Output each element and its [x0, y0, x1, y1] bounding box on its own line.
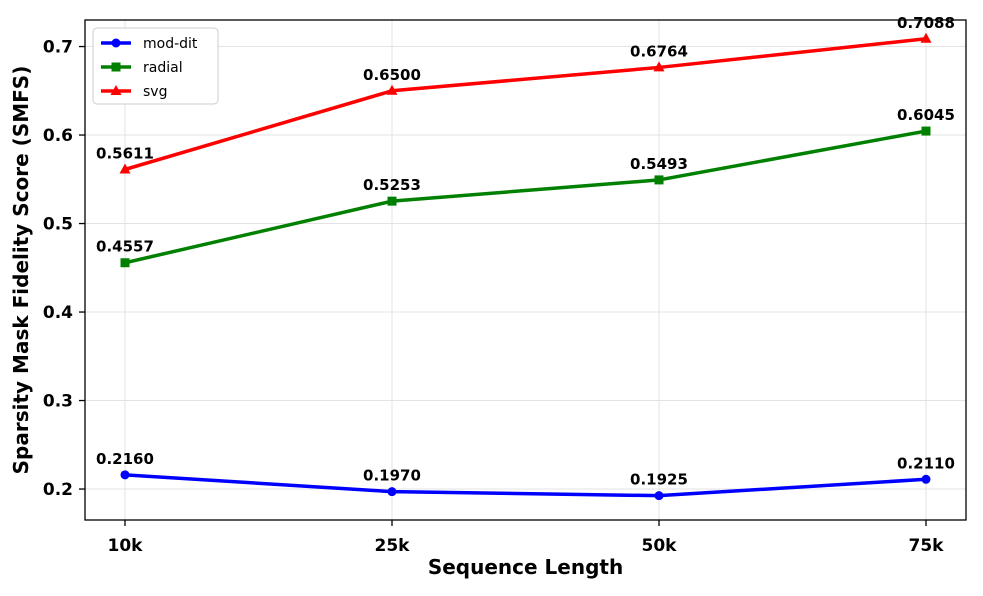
data-label: 0.6764 — [630, 42, 688, 60]
y-tick-label: 0.5 — [43, 215, 73, 235]
x-tick-label: 50k — [642, 536, 678, 556]
legend-label: radial — [143, 60, 183, 76]
data-label: 0.6500 — [363, 66, 421, 84]
x-axis-label: Sequence Length — [428, 555, 623, 579]
legend-marker — [111, 38, 121, 48]
data-label: 0.4557 — [96, 238, 154, 256]
legend-marker — [111, 62, 121, 72]
legend-marker — [110, 85, 122, 95]
data-point — [921, 474, 931, 484]
data-label: 0.5253 — [363, 176, 421, 194]
plot-frame — [84, 19, 967, 521]
data-label: 0.7088 — [897, 14, 955, 32]
data-point — [386, 84, 398, 95]
legend-label: svg — [143, 84, 167, 100]
y-tick-label: 0.6 — [43, 126, 73, 146]
data-point — [654, 175, 664, 185]
data-point — [920, 32, 932, 43]
series-layer — [119, 32, 932, 501]
x-axis-ticks: 10k 25k 50k 75k — [108, 520, 945, 556]
y-tick-label: 0.7 — [43, 38, 73, 58]
data-point — [387, 196, 397, 206]
legend: mod-dit radial svg — [92, 27, 219, 105]
y-tick-label: 0.2 — [43, 480, 73, 500]
series-line-radial — [124, 129, 927, 265]
data-point — [120, 258, 130, 268]
data-point — [387, 487, 397, 497]
data-labels: 0.2160 0.1970 0.1925 0.2110 0.4557 0.5253 0.54… — [96, 14, 955, 489]
y-axis-ticks: 0.2 0.3 0.4 0.5 0.6 0.7 — [43, 38, 85, 500]
x-tick-label: 75k — [909, 536, 945, 556]
grid — [85, 20, 966, 520]
data-point — [653, 61, 665, 72]
data-point — [654, 491, 664, 501]
x-tick-label: 25k — [375, 536, 411, 556]
series-line-svg — [124, 37, 927, 172]
data-label: 0.1970 — [363, 467, 421, 485]
y-axis-label: Sparsity Mask Fidelity Score (SMFS) — [9, 66, 33, 475]
y-tick-label: 0.3 — [43, 392, 73, 412]
legend-box — [92, 27, 219, 105]
data-label: 0.6045 — [897, 106, 955, 124]
legend-label: mod-dit — [143, 36, 198, 52]
data-point — [921, 126, 931, 136]
y-tick-label: 0.4 — [43, 303, 73, 323]
data-label: 0.2160 — [96, 450, 154, 468]
data-label: 0.5611 — [96, 144, 154, 162]
data-point — [120, 470, 130, 480]
data-label: 0.2110 — [897, 454, 955, 472]
data-label: 0.1925 — [630, 471, 688, 489]
data-label: 0.5493 — [630, 155, 688, 173]
x-tick-label: 10k — [108, 536, 144, 556]
series-line-mod-dit — [124, 473, 927, 498]
data-point — [119, 163, 131, 174]
